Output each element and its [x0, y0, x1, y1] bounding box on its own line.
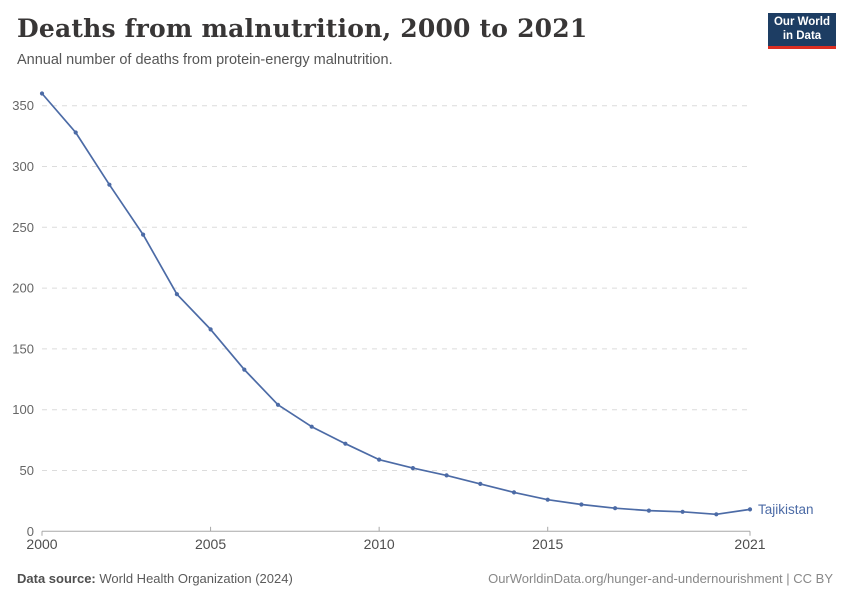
data-point-2007[interactable] — [275, 402, 281, 407]
data-source: Data source: World Health Organization (… — [17, 571, 293, 586]
owid-logo-line1: Our World — [773, 15, 830, 28]
chart-header: Deaths from malnutrition, 2000 to 2021 A… — [17, 14, 757, 68]
data-source-label: Data source: — [17, 571, 96, 586]
line-chart[interactable]: 0 50 100 150 200 250 300 350 2000 2005 2010 2015 202… — [0, 85, 850, 555]
data-point-2020[interactable] — [714, 512, 719, 517]
data-point-2019[interactable] — [680, 509, 685, 514]
data-point-2009[interactable] — [343, 441, 348, 446]
data-point-2013[interactable] — [478, 481, 483, 486]
data-point-2006[interactable] — [242, 367, 247, 372]
series-line-tajikistan[interactable] — [41, 92, 751, 516]
x-axis-label-2005: 2005 — [195, 536, 226, 552]
y-axis-label-350: 350 — [12, 98, 34, 113]
y-axis-label-250: 250 — [12, 220, 34, 235]
owid-link[interactable]: OurWorldinData.org/hunger-and-undernouri… — [488, 571, 833, 586]
data-point-2017[interactable] — [613, 506, 618, 511]
data-point-2018[interactable] — [646, 508, 652, 513]
y-axis-label-0: 0 — [27, 524, 34, 539]
data-point-2021[interactable] — [747, 507, 753, 512]
data-point-2010[interactable] — [377, 457, 382, 462]
y-axis-label-300: 300 — [12, 159, 34, 174]
data-point-2014[interactable] — [511, 490, 517, 495]
series-label-tajikistan[interactable]: Tajikistan — [758, 502, 814, 517]
chart-subtitle: Annual number of deaths from protein-ene… — [17, 52, 393, 68]
y-axis-label-150: 150 — [12, 341, 34, 356]
chart-footer: Data source: World Health Organization (… — [17, 571, 833, 586]
data-point-2004[interactable] — [174, 292, 179, 297]
data-point-2012[interactable] — [444, 473, 449, 478]
owid-logo-line2: in Data — [782, 29, 822, 42]
chart-title: Deaths from malnutrition, 2000 to 2021 — [17, 14, 588, 43]
y-axis-label-100: 100 — [12, 402, 34, 417]
x-axis-label-2021: 2021 — [734, 536, 765, 552]
data-point-2008[interactable] — [309, 424, 314, 429]
data-point-2002[interactable] — [107, 182, 112, 187]
y-axis-label-200: 200 — [12, 281, 34, 296]
x-axis-label-2015: 2015 — [532, 536, 563, 552]
chart-area: 0 50 100 150 200 250 300 350 2000 2005 2010 2015 202… — [0, 85, 850, 555]
data-point-2001[interactable] — [73, 130, 78, 135]
owid-logo[interactable]: Our World in Data — [768, 13, 836, 49]
data-point-2015[interactable] — [545, 497, 550, 502]
data-point-2005[interactable] — [208, 327, 213, 332]
data-source-value: World Health Organization (2024) — [95, 571, 293, 586]
data-point-2016[interactable] — [579, 502, 584, 507]
x-axis-label-2000: 2000 — [26, 536, 57, 552]
data-point-2011[interactable] — [410, 466, 415, 471]
x-axis-label-2010: 2010 — [364, 536, 395, 552]
y-axis-label-50: 50 — [20, 463, 34, 478]
data-point-2000[interactable] — [39, 91, 45, 96]
data-point-2003[interactable] — [141, 232, 146, 237]
